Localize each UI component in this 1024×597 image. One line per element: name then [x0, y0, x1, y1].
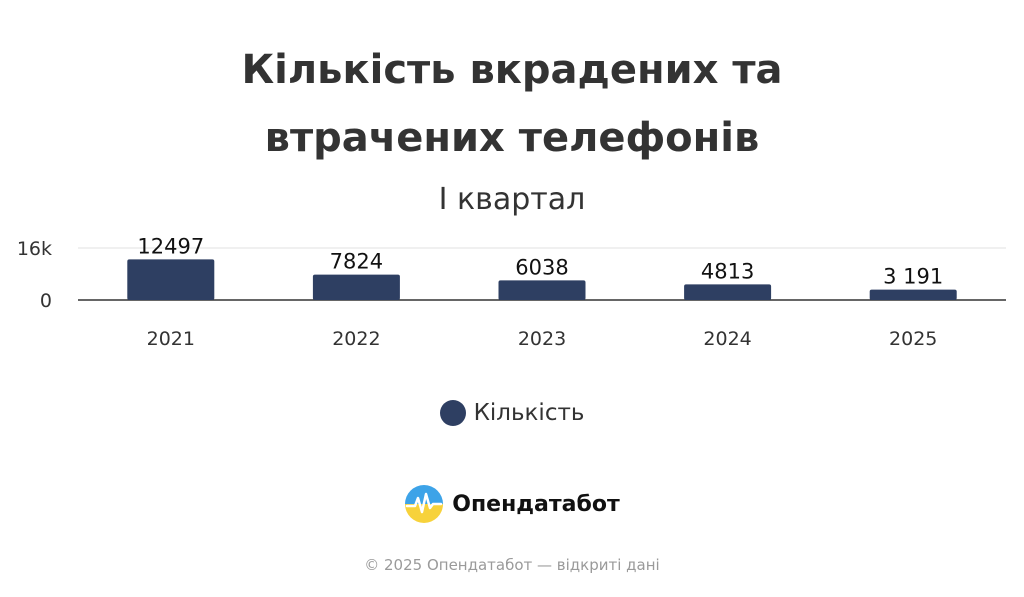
data-label: 12497 [137, 234, 204, 258]
legend-label: Кількість [473, 400, 585, 426]
footer-copyright: © 2025 Опендатабот — відкриті дані [364, 556, 660, 574]
opendatabot-logo-icon [405, 485, 444, 523]
y-tick-label: 0 [40, 290, 52, 312]
bar [498, 280, 586, 300]
x-tick-label: 2024 [703, 328, 751, 350]
brand-name: Опендатабот [452, 491, 620, 517]
bar [869, 289, 957, 300]
x-tick-label: 2021 [147, 328, 195, 350]
chart-title-line-2: втрачених телефонів [264, 115, 760, 161]
legend-swatch-icon [439, 400, 466, 426]
x-tick-label: 2022 [332, 328, 380, 350]
bar [312, 274, 400, 300]
data-label: 7824 [330, 250, 383, 274]
bar-chart: 0 16k 12497 2021 7824 2022 6038 2023 4813 2024 3 1… [17, 234, 1006, 350]
data-label: 4813 [701, 259, 754, 283]
data-label: 3 191 [883, 265, 943, 289]
bar [684, 284, 772, 300]
y-tick-label: 16k [17, 238, 52, 260]
legend[interactable]: Кількість [0, 400, 1024, 426]
data-label: 6038 [515, 255, 568, 279]
x-tick-label: 2025 [889, 328, 937, 350]
chart-title-line-1: Кількість вкрадених та [241, 47, 783, 93]
chart-subtitle: І квартал [438, 182, 586, 217]
bar [127, 259, 215, 300]
brand: Опендатабот [0, 484, 1024, 524]
x-tick-label: 2023 [518, 328, 566, 350]
